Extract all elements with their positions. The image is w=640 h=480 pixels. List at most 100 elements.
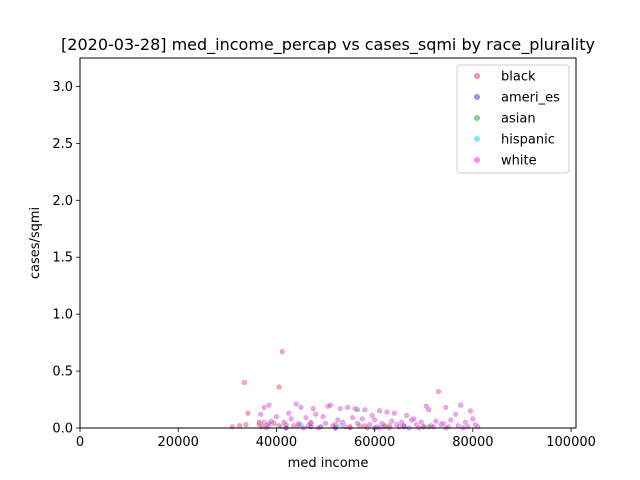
legend-marker-asian [474,115,480,121]
data-point-white [288,416,294,422]
data-point-white [281,419,287,425]
x-tick-label: 80000 [452,435,493,450]
data-point-white [261,405,267,411]
data-point-white [389,418,395,424]
data-point-white [372,417,378,423]
data-point-white [293,401,299,407]
x-tick-label: 60000 [354,435,395,450]
data-point-white [266,402,272,408]
legend-marker-hispanic [474,136,480,142]
data-point-black [245,410,251,416]
data-point-white [350,415,356,421]
data-point-white [325,403,331,409]
data-point-white [391,410,397,416]
legend-frame [456,64,570,174]
data-point-white [291,423,297,429]
data-point-white [438,422,444,428]
legend-entry-ameri_es: ameri_es [474,91,560,106]
data-point-white [258,411,264,417]
x-tick-label: 100000 [546,435,596,450]
data-point-black [242,379,248,385]
data-point-white [296,420,302,426]
y-tick-label: 1.5 [52,251,73,266]
y-tick-label: 1.0 [52,308,73,323]
legend-label-white: white [501,154,537,169]
data-point-white [377,408,383,414]
data-point-white [423,403,429,409]
data-point-white [404,412,410,418]
data-point-white [367,422,373,428]
data-point-white [362,407,368,413]
data-point-white [384,409,390,415]
data-point-white [308,419,314,425]
legend-label-black: black [501,70,536,85]
data-point-black [243,422,249,428]
data-point-white [340,419,346,425]
legend-entry-white: white [474,154,537,169]
y-tick-label: 0.5 [52,365,73,380]
data-point-white [440,420,446,426]
data-point-black [332,422,338,428]
data-point-black [237,423,243,429]
data-point-black [435,389,441,395]
data-point-white [276,423,282,429]
data-point-white [369,412,375,418]
y-tick-label: 2.0 [52,194,73,209]
data-point-white [458,402,464,408]
data-point-white [467,408,473,414]
legend-entry-asian: asian [474,112,536,127]
ticks-layer: 0 20000 40000 60000 80000 100000 0.0 0.5 1.0 1.5 2… [52,80,596,450]
legend-label-asian: asian [501,112,536,127]
data-point-white [418,419,424,425]
data-point-black [276,384,282,390]
y-tick-label: 2.5 [52,137,73,152]
x-tick-label: 20000 [158,435,199,450]
data-point-white [426,407,432,413]
y-tick-label: 0.0 [52,422,73,437]
data-point-white [286,410,292,416]
data-point-white [256,422,262,428]
data-point-white [337,406,343,412]
data-point-white [345,405,351,411]
data-point-white [433,418,439,424]
x-tick-label: 0 [76,435,84,450]
data-point-white [401,423,407,429]
data-point-white [313,411,319,417]
chart-title: [2020-03-28] med_income_percap vs cases_… [61,35,595,55]
data-point-white [335,417,341,423]
legend-marker-white [474,157,480,163]
data-point-hispanic [298,422,304,428]
data-point-white [359,416,365,422]
data-point-white [453,411,459,417]
data-point-black [279,349,285,355]
data-point-white [298,405,304,411]
data-point-white [379,420,385,426]
data-point-white [462,419,468,425]
data-point-white [448,417,454,423]
data-point-white [303,415,309,421]
legend-marker-ameri_es [474,94,480,100]
x-axis-label: med income [288,456,369,471]
data-point-white [357,423,363,429]
data-point-white [310,406,316,412]
legend-entry-black: black [474,70,536,85]
data-point-white [413,422,419,428]
data-point-white [261,419,267,425]
data-point-white [470,416,476,422]
legend-label-hispanic: hispanic [501,133,555,148]
data-point-white [399,419,405,425]
data-point-white [443,405,449,411]
data-point-white [408,417,414,423]
data-point-white [352,406,358,412]
data-point-asian [354,407,360,413]
data-point-white [273,414,279,420]
plot-frame [79,57,577,429]
y-tick-label: 3.0 [52,80,73,95]
legend-marker-black [474,73,480,79]
data-point-white [305,423,311,429]
y-axis-label: cases/sqmi [28,207,43,279]
data-point-white [320,414,326,420]
data-point-white [327,402,333,408]
